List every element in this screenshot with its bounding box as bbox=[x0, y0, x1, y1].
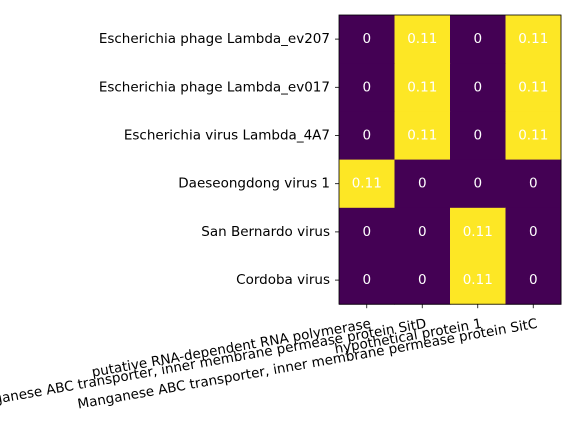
cell-value-label-r0-c1: 0.11 bbox=[407, 31, 437, 47]
cell-value-label-r5-c2: 0.11 bbox=[463, 272, 493, 288]
cell-value-label-r1-c0: 0 bbox=[362, 79, 371, 95]
heatmap-cell-r1-c3 bbox=[505, 63, 562, 112]
cell-value-label-r2-c0: 0 bbox=[362, 128, 371, 144]
heatmap-cell-r2-c0 bbox=[339, 111, 395, 161]
cell-value-label-r3-c2: 0 bbox=[473, 176, 482, 192]
cell-value-label-r5-c1: 0 bbox=[418, 272, 427, 288]
heatmap-cell-r1-c2 bbox=[450, 63, 506, 112]
cell-value-label-r3-c1: 0 bbox=[418, 176, 427, 192]
heatmap-cell-r3-c1 bbox=[394, 159, 451, 209]
cell-value-label-r2-c3: 0.11 bbox=[518, 128, 548, 144]
heatmap-cell-r5-c1 bbox=[394, 256, 451, 305]
row-labels: Escherichia phage Lambda_ev207 Escherichi… bbox=[99, 31, 339, 288]
cell-value-label-r0-c2: 0 bbox=[473, 31, 482, 47]
cell-value-label-r1-c2: 0 bbox=[473, 79, 482, 95]
cell-value-label-r3-c3: 0 bbox=[529, 176, 538, 192]
cell-value-label-r2-c2: 0 bbox=[473, 128, 482, 144]
heatmap-cell-r4-c3 bbox=[505, 207, 562, 257]
heatmap-cell-r3-c2 bbox=[450, 159, 506, 209]
heatmap-cell-r4-c0 bbox=[339, 207, 395, 257]
heatmap-cell-r2-c1 bbox=[394, 111, 451, 161]
cell-value-label-r1-c1: 0.11 bbox=[407, 79, 437, 95]
cell-value-label-r4-c1: 0 bbox=[418, 224, 427, 240]
heatmap-cell-r0-c0 bbox=[339, 15, 395, 64]
heatmap-cell-r5-c2 bbox=[450, 256, 506, 305]
heatmap-cell-r3-c0 bbox=[339, 159, 395, 209]
cell-value-label-r2-c1: 0.11 bbox=[407, 128, 437, 144]
cell-value-label-r1-c3: 0.11 bbox=[518, 79, 548, 95]
heatmap-cell-r1-c1 bbox=[394, 63, 451, 112]
row-label-1: Escherichia phage Lambda_ev017 bbox=[99, 79, 330, 95]
row-label-0: Escherichia phage Lambda_ev207 bbox=[99, 31, 330, 47]
plot-frame bbox=[338, 14, 562, 305]
cell-value-label-r4-c2: 0.11 bbox=[463, 224, 493, 240]
heatmap-cell-r0-c1 bbox=[394, 15, 451, 64]
heatmap-cell-r4-c2 bbox=[450, 207, 506, 257]
row-label-5: Cordoba virus bbox=[236, 272, 330, 288]
row-label-2: Escherichia virus Lambda_4A7 bbox=[124, 128, 330, 144]
cell-value-label-r5-c0: 0 bbox=[362, 272, 371, 288]
heatmap-cell-r0-c2 bbox=[450, 15, 506, 64]
cell-value-label-r5-c3: 0 bbox=[529, 272, 538, 288]
heatmap-cell-r0-c3 bbox=[505, 15, 562, 64]
column-labels: putative RNA-dependent RNA polymeraseMan… bbox=[0, 304, 539, 413]
heatmap-cells: 0 0.11 0 0.11 0 0.11 0 0.11 0 0.11 0 0.11 0.11 0 0 0 0 0 0… bbox=[339, 15, 562, 305]
cell-value-label-r4-c3: 0 bbox=[529, 224, 538, 240]
heatmap-cell-r5-c3 bbox=[505, 256, 562, 305]
heatmap-cell-r3-c3 bbox=[505, 159, 562, 209]
heatmap-cell-r2-c2 bbox=[450, 111, 506, 161]
row-label-3: Daeseongdong virus 1 bbox=[178, 176, 330, 192]
cell-value-label-r4-c0: 0 bbox=[362, 224, 371, 240]
cell-value-label-r0-c3: 0.11 bbox=[518, 31, 548, 47]
heatmap-cell-r1-c0 bbox=[339, 63, 395, 112]
heatmap-cell-r2-c3 bbox=[505, 111, 562, 161]
column-label-1: Manganese ABC transporter, inner membran… bbox=[0, 316, 428, 413]
cell-value-label-r0-c0: 0 bbox=[362, 31, 371, 47]
heatmap-cell-r5-c0 bbox=[339, 256, 395, 305]
cell-value-label-r3-c0: 0.11 bbox=[352, 176, 382, 192]
row-label-4: San Bernardo virus bbox=[201, 224, 330, 240]
heatmap-cell-r4-c1 bbox=[394, 207, 451, 257]
